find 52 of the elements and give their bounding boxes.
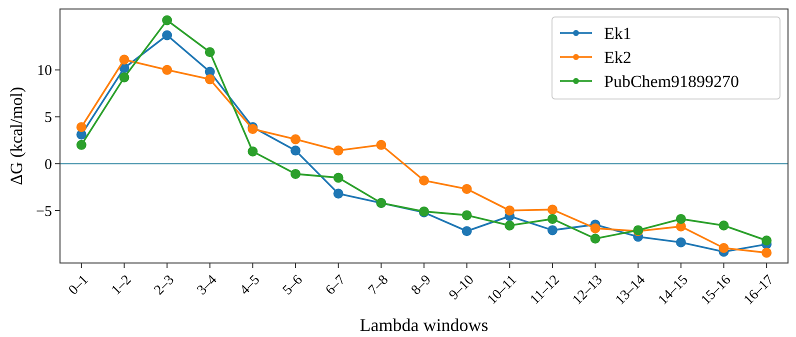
point [762, 236, 772, 246]
x-axis-title: Lambda windows [360, 315, 488, 335]
point [762, 248, 772, 258]
point [333, 172, 344, 183]
point [462, 210, 472, 220]
point [119, 54, 130, 65]
x-tick-label: 5–6 [280, 272, 306, 298]
y-axis-title: ΔG (kcal/mol) [7, 86, 26, 186]
y-tick-label: 5 [44, 110, 52, 126]
point [162, 15, 172, 26]
point [290, 168, 301, 179]
legend-label: Ek2 [604, 48, 632, 67]
point [162, 30, 172, 40]
point [504, 220, 515, 230]
point [547, 214, 558, 224]
x-tick-label: 8–9 [408, 272, 434, 298]
x-tick-label: 0–1 [66, 272, 92, 298]
point [204, 74, 215, 84]
point [718, 220, 729, 230]
x-tick-label: 6–7 [323, 272, 349, 298]
legend-label: Ek1 [604, 24, 632, 43]
point [676, 214, 686, 224]
x-tick-label: 4–5 [238, 272, 263, 298]
y-tick-label: 0 [44, 156, 52, 173]
y-tick-label: −5 [36, 204, 52, 220]
point [162, 64, 172, 75]
point [590, 223, 600, 234]
point [462, 184, 472, 194]
point [676, 237, 686, 248]
y-tick-label: 10 [37, 63, 52, 80]
point [718, 243, 729, 253]
point [547, 204, 558, 215]
x-tick-label: 7–8 [366, 272, 392, 298]
point [419, 176, 429, 186]
legend-label: PubChem91899270 [604, 72, 740, 91]
point [76, 140, 86, 150]
x-tick-label: 1–2 [109, 272, 135, 298]
point [333, 146, 344, 156]
point [590, 234, 600, 244]
point [290, 134, 301, 144]
point [333, 188, 344, 199]
point [204, 47, 215, 58]
point [76, 122, 86, 132]
point [248, 146, 258, 156]
point [547, 225, 558, 236]
x-tick-label: 2–3 [152, 272, 178, 298]
x-tick-label: 3–4 [194, 272, 220, 298]
point [376, 140, 386, 150]
point [462, 226, 472, 236]
point [119, 72, 130, 82]
point [290, 146, 301, 156]
point [504, 206, 515, 216]
